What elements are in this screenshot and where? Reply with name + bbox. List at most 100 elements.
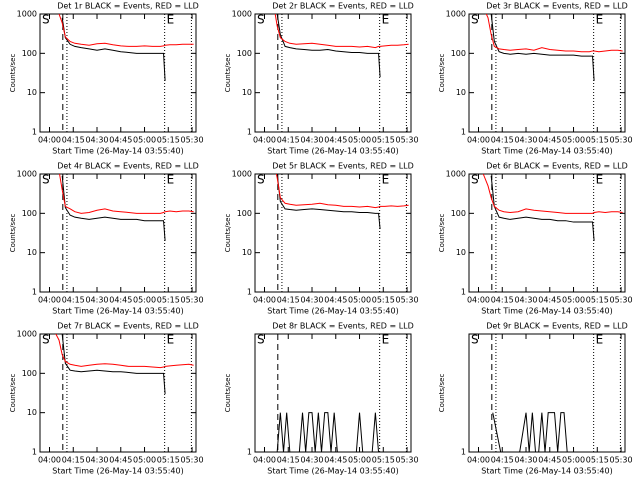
y-tick-label: 1	[461, 128, 466, 137]
chart-title: Det 7r BLACK = Events, RED = LLD	[57, 322, 199, 331]
x-tick-label: 04:15	[491, 456, 514, 465]
x-tick-label: 04:00	[253, 456, 276, 465]
x-tick-label: 05:15	[157, 296, 180, 305]
x-tick-label: 05:15	[372, 136, 395, 145]
plot-frame	[39, 173, 197, 293]
annotation: E	[167, 13, 175, 27]
annotation: S	[471, 333, 479, 347]
chart-title: Det 9r BLACK = Events, RED = LLD	[486, 322, 628, 331]
y-tick-label: 1	[461, 448, 466, 457]
series-line	[490, 14, 595, 81]
x-tick-label: 04:30	[300, 136, 323, 145]
panel: Det 3r BLACK = Events, RED = LLD Counts/s…	[438, 2, 633, 156]
chart-title: Det 8r BLACK = Events, RED = LLD	[272, 322, 414, 331]
x-tick-label: 04:15	[62, 296, 85, 305]
y-tick-label: 10	[242, 248, 252, 257]
series-line	[61, 17, 166, 81]
x-tick-label: 05:00	[133, 456, 156, 465]
y-tick-label: 1	[247, 288, 252, 297]
plot-frame	[254, 173, 412, 293]
x-tick-label: 04:45	[109, 136, 132, 145]
series-line	[61, 175, 166, 241]
x-tick-label: 05:30	[396, 456, 419, 465]
y-axis-label: Counts/sec	[9, 374, 17, 413]
panel: Det 4r BLACK = Events, RED = LLD Counts/s…	[9, 162, 204, 316]
x-axis-label: Start Time (26-May-14 03:55:40)	[52, 147, 183, 156]
x-tick-label: 04:45	[538, 456, 561, 465]
series-line	[492, 412, 584, 452]
x-tick-label: 05:15	[586, 456, 609, 465]
x-tick-label: 04:15	[277, 296, 300, 305]
series-line	[276, 412, 380, 452]
x-tick-label: 05:30	[181, 456, 204, 465]
annotation: E	[596, 173, 604, 187]
panel: Det 1r BLACK = Events, RED = LLD Counts/s…	[9, 2, 204, 156]
panel: Det 9r BLACK = Events, RED = LLD Counts/s…	[438, 322, 633, 476]
x-tick-label: 04:15	[62, 136, 85, 145]
annotation: S	[471, 13, 479, 27]
y-tick-label: 1	[247, 448, 252, 457]
y-tick-label: 1	[247, 128, 252, 137]
y-tick-label: 100	[451, 49, 466, 58]
y-tick-label: 1	[32, 128, 37, 137]
annotation: S	[471, 173, 479, 187]
x-tick-label: 04:45	[109, 296, 132, 305]
series-line	[276, 174, 381, 230]
x-axis-label: Start Time (26-May-14 03:55:40)	[481, 147, 612, 156]
x-tick-label: 05:30	[396, 136, 419, 145]
x-tick-label: 05:00	[133, 296, 156, 305]
x-tick-label: 04:00	[38, 296, 61, 305]
x-tick-label: 04:30	[514, 456, 537, 465]
x-tick-label: 05:15	[586, 136, 609, 145]
x-tick-label: 04:15	[62, 456, 85, 465]
x-tick-label: 04:30	[85, 136, 108, 145]
y-tick-label: 1000	[17, 10, 37, 19]
annotation: E	[382, 333, 390, 347]
annotation: E	[167, 333, 175, 347]
y-axis-label: Counts/sec	[9, 214, 17, 253]
series-line	[482, 174, 623, 214]
annotation: S	[42, 13, 50, 27]
series-line	[274, 14, 409, 49]
x-tick-label: 04:45	[538, 296, 561, 305]
x-tick-label: 05:00	[133, 136, 156, 145]
x-tick-label: 05:15	[157, 456, 180, 465]
y-axis-label: Counts/sec	[9, 54, 17, 93]
y-tick-label: 10	[27, 88, 37, 97]
x-tick-label: 04:45	[324, 456, 347, 465]
x-tick-label: 05:30	[396, 296, 419, 305]
x-tick-label: 04:30	[514, 296, 537, 305]
panel: Det 6r BLACK = Events, RED = LLD Counts/s…	[438, 162, 633, 316]
x-tick-label: 04:45	[109, 456, 132, 465]
y-axis-label: Counts/sec	[438, 214, 446, 253]
annotation: S	[257, 173, 265, 187]
x-axis-label: Start Time (26-May-14 03:55:40)	[267, 307, 398, 316]
y-axis-label: Counts/sec	[438, 374, 446, 413]
panel: Det 8r BLACK = Events, RED = LLD Counts/s…	[224, 322, 419, 476]
x-tick-label: 04:15	[491, 296, 514, 305]
series-line	[490, 175, 595, 241]
x-tick-label: 04:00	[467, 456, 490, 465]
y-tick-label: 10	[27, 248, 37, 257]
y-tick-label: 1	[32, 448, 37, 457]
y-tick-label: 1000	[446, 170, 466, 179]
y-tick-label: 1	[461, 288, 466, 297]
annotation: S	[42, 173, 50, 187]
x-tick-label: 05:30	[181, 296, 204, 305]
x-tick-label: 04:30	[85, 296, 108, 305]
y-axis-label: Counts/sec	[224, 374, 232, 413]
y-tick-label: 10	[27, 408, 37, 417]
series-line	[276, 14, 381, 78]
x-tick-label: 04:30	[300, 456, 323, 465]
x-tick-label: 04:15	[277, 136, 300, 145]
chart-title: Det 6r BLACK = Events, RED = LLD	[486, 162, 628, 171]
x-tick-label: 05:15	[157, 136, 180, 145]
y-tick-label: 1000	[232, 170, 252, 179]
x-axis-label: Start Time (26-May-14 03:55:40)	[267, 467, 398, 476]
x-tick-label: 04:15	[277, 456, 300, 465]
chart-title: Det 2r BLACK = Events, RED = LLD	[272, 2, 414, 11]
x-tick-label: 04:00	[38, 456, 61, 465]
x-tick-label: 05:15	[372, 456, 395, 465]
x-tick-label: 04:15	[491, 136, 514, 145]
annotation: E	[382, 173, 390, 187]
